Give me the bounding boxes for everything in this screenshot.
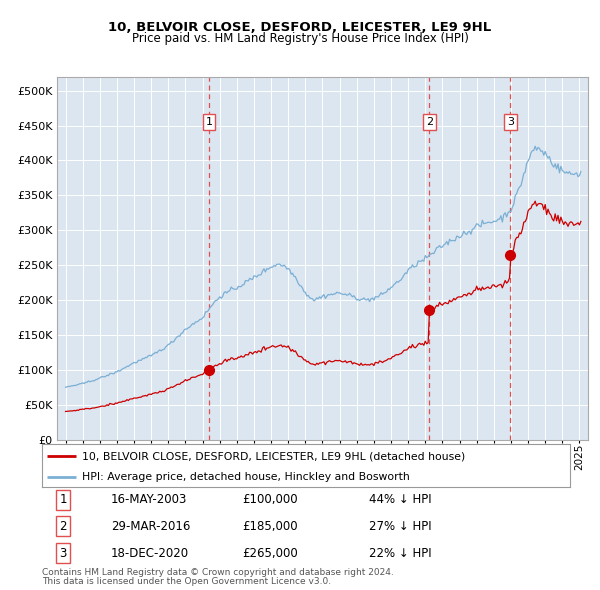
Text: 18-DEC-2020: 18-DEC-2020 [110,547,189,560]
Text: 16-MAY-2003: 16-MAY-2003 [110,493,187,506]
Text: 44% ↓ HPI: 44% ↓ HPI [370,493,432,506]
Text: 29-MAR-2016: 29-MAR-2016 [110,520,190,533]
Text: 1: 1 [59,493,67,506]
Text: 10, BELVOIR CLOSE, DESFORD, LEICESTER, LE9 9HL: 10, BELVOIR CLOSE, DESFORD, LEICESTER, L… [109,21,491,34]
Text: This data is licensed under the Open Government Licence v3.0.: This data is licensed under the Open Gov… [42,577,331,586]
Text: 2: 2 [59,520,67,533]
Text: 10, BELVOIR CLOSE, DESFORD, LEICESTER, LE9 9HL (detached house): 10, BELVOIR CLOSE, DESFORD, LEICESTER, L… [82,451,465,461]
Text: £265,000: £265,000 [242,547,298,560]
Text: Price paid vs. HM Land Registry's House Price Index (HPI): Price paid vs. HM Land Registry's House … [131,32,469,45]
Text: HPI: Average price, detached house, Hinckley and Bosworth: HPI: Average price, detached house, Hinc… [82,473,409,483]
Text: 3: 3 [59,547,67,560]
Text: £100,000: £100,000 [242,493,298,506]
Text: 2: 2 [426,117,433,127]
Text: £185,000: £185,000 [242,520,298,533]
Text: 1: 1 [205,117,212,127]
Text: 27% ↓ HPI: 27% ↓ HPI [370,520,432,533]
Text: 22% ↓ HPI: 22% ↓ HPI [370,547,432,560]
Text: 3: 3 [507,117,514,127]
Text: Contains HM Land Registry data © Crown copyright and database right 2024.: Contains HM Land Registry data © Crown c… [42,568,394,577]
